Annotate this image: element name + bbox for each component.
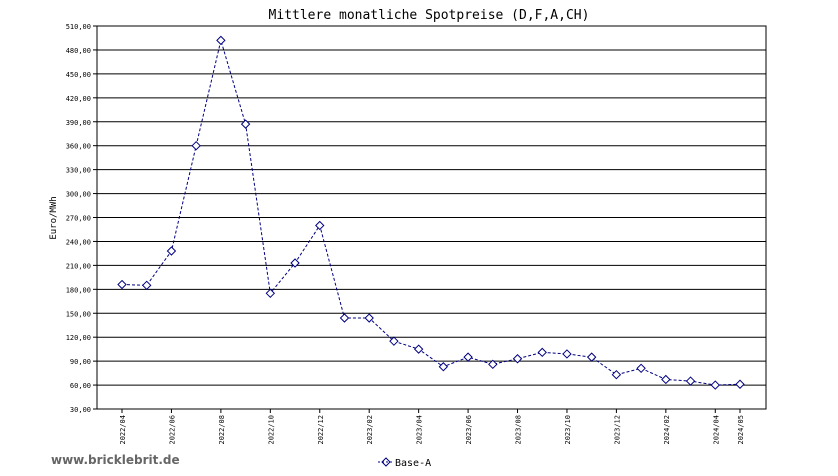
data-point	[586, 352, 597, 362]
y-axis: 30,00 60,00 90,00 120,00 150,00 180,00 210,00 2…	[66, 23, 97, 414]
data-point	[142, 280, 152, 291]
y-tick-label: 270,00	[66, 215, 91, 223]
y-tick-label: 120,00	[66, 334, 91, 342]
data-point	[339, 313, 350, 323]
data-point	[636, 363, 646, 374]
y-tick-label: 90,00	[70, 358, 91, 366]
series-line	[121, 38, 741, 386]
data-point	[537, 347, 547, 358]
site-watermark[interactable]: www.bricklebrit.de	[51, 453, 180, 467]
data-point	[216, 35, 226, 46]
data-point	[438, 362, 449, 372]
x-tick-label: 2024/04	[712, 415, 720, 445]
y-tick-label: 30,00	[70, 406, 91, 414]
x-tick-label: 2022/08	[218, 415, 226, 445]
data-point	[611, 369, 622, 380]
x-tick-label: 2022/12	[317, 415, 325, 445]
x-tick-label: 2023/06	[465, 415, 473, 445]
y-tick-label: 60,00	[70, 382, 91, 390]
x-tick-label: 2022/04	[119, 415, 127, 445]
x-tick-label: 2023/02	[366, 415, 374, 445]
data-point	[290, 258, 300, 268]
data-point	[166, 246, 177, 256]
data-point	[117, 279, 127, 290]
x-tick-label: 2024/05	[737, 415, 745, 445]
legend-marker-icon	[381, 457, 391, 467]
legend: Base-A	[378, 457, 431, 469]
data-point	[364, 313, 374, 323]
data-point	[512, 354, 523, 364]
y-tick-label: 480,00	[66, 47, 91, 55]
y-tick-label: 210,00	[66, 262, 91, 270]
data-point	[463, 352, 473, 362]
x-tick-label: 2023/12	[613, 415, 621, 445]
data-point	[240, 119, 251, 129]
grid-lines	[97, 49, 766, 386]
data-point	[685, 376, 696, 386]
x-axis: 2022/04 2022/06 2022/08 2022/10 2022/12 2023/…	[119, 409, 745, 445]
data-point	[389, 336, 399, 346]
series-lines	[117, 35, 745, 390]
y-tick-label: 390,00	[66, 119, 91, 127]
x-tick-label: 2022/10	[267, 415, 275, 445]
y-tick-label: 300,00	[66, 191, 91, 199]
data-point	[413, 344, 424, 354]
y-axis-label: Euro/MWh	[49, 196, 59, 239]
y-tick-label: 420,00	[66, 95, 91, 103]
data-point	[191, 140, 201, 151]
data-point	[265, 288, 276, 299]
data-point	[488, 359, 498, 370]
y-tick-label: 360,00	[66, 143, 91, 151]
x-tick-label: 2023/10	[564, 415, 572, 445]
data-point	[710, 380, 720, 390]
x-tick-label: 2023/08	[515, 415, 523, 445]
data-point	[735, 379, 745, 389]
legend-label: Base-A	[395, 458, 431, 469]
data-point	[661, 374, 671, 385]
y-tick-label: 150,00	[66, 310, 91, 318]
x-tick-label: 2023/04	[416, 415, 424, 445]
data-point	[315, 220, 325, 231]
y-tick-label: 450,00	[66, 71, 91, 79]
y-tick-label: 330,00	[66, 167, 91, 175]
chart-title: Mittlere monatliche Spotpreise (D,F,A,CH…	[269, 8, 590, 23]
y-tick-label: 180,00	[66, 286, 91, 294]
y-tick-label: 510,00	[66, 23, 91, 31]
x-tick-label: 2022/06	[168, 415, 176, 445]
data-point	[562, 349, 572, 359]
y-tick-label: 240,00	[66, 238, 91, 246]
x-tick-label: 2024/02	[663, 415, 671, 445]
